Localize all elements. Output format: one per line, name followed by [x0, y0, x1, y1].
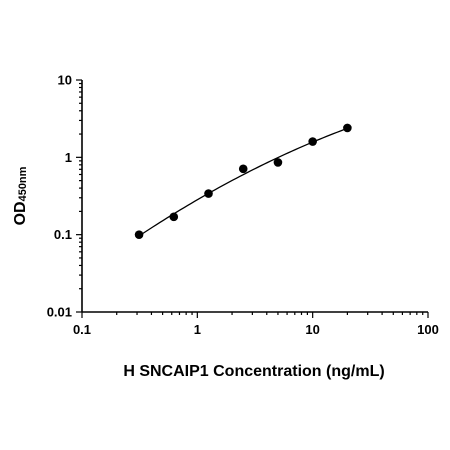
data-point — [204, 189, 213, 198]
data-point — [273, 158, 283, 167]
y-tick-label: 1 — [65, 150, 72, 165]
y-tick-label: 0.1 — [54, 227, 72, 242]
fit-curve-line — [138, 127, 348, 237]
axes — [81, 80, 428, 313]
x-tick-label: 10 — [305, 322, 319, 337]
y-tick-label: 10 — [58, 73, 72, 88]
y-tick-label: 0.01 — [47, 305, 72, 320]
y-axis-title: OD450nm — [12, 166, 29, 225]
y-axis-title-main: OD — [12, 201, 29, 225]
x-tick-label: 1 — [194, 322, 201, 337]
data-point — [308, 137, 317, 146]
fit-curve-layer — [138, 127, 348, 237]
y-axis-title-sub: 450nm — [17, 166, 29, 201]
data-point — [169, 212, 179, 222]
data-point — [343, 123, 352, 133]
x-tick-label: 0.1 — [73, 322, 91, 337]
data-point — [134, 230, 144, 239]
x-tick-label: 100 — [417, 322, 439, 337]
data-point — [238, 164, 248, 174]
data-points — [134, 123, 352, 239]
x-axis-title: H SNCAIP1 Concentration (ng/mL) — [123, 363, 384, 380]
